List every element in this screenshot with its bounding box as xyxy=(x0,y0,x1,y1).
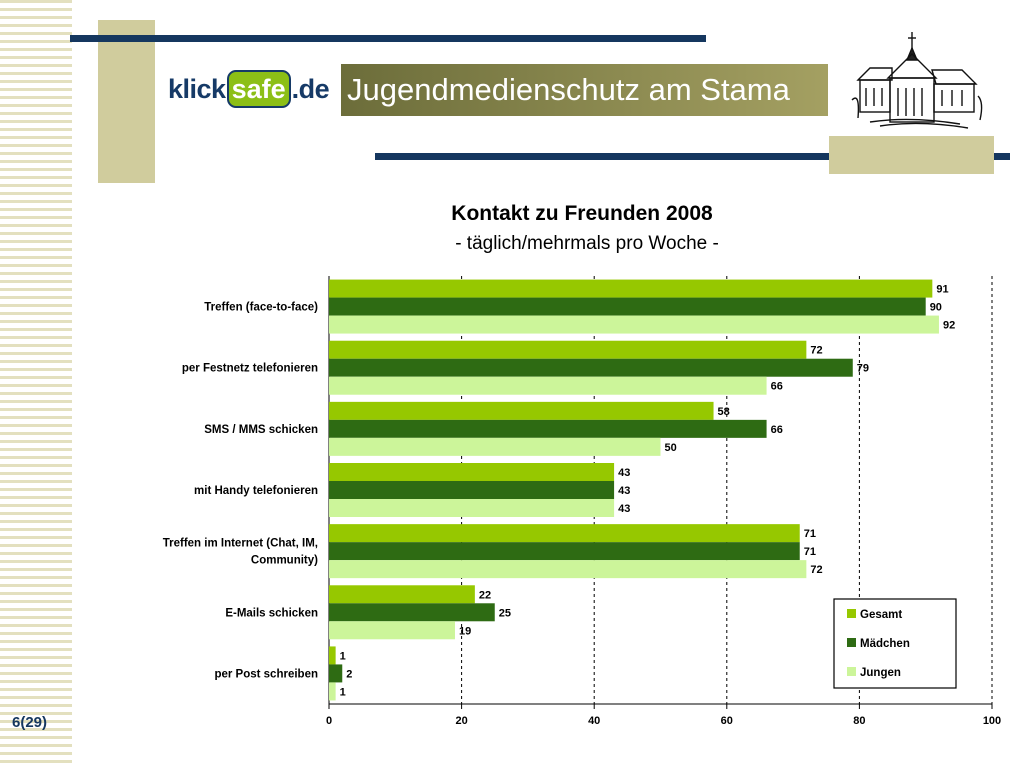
bar xyxy=(329,419,767,438)
category-label: per Festnetz telefonieren xyxy=(182,363,318,375)
x-tick-label: 100 xyxy=(983,715,1001,727)
data-label: 72 xyxy=(810,345,822,357)
data-label: 43 xyxy=(618,467,630,479)
bar xyxy=(329,279,933,298)
data-label: 43 xyxy=(618,503,630,515)
bar xyxy=(329,297,926,316)
data-label: 71 xyxy=(804,528,816,540)
klicksafe-logo: klick safe .de xyxy=(168,62,330,116)
bar xyxy=(329,463,615,481)
data-label: 91 xyxy=(936,284,948,296)
slide-title-box: Jugendmedienschutz am Stama xyxy=(341,64,828,116)
data-label: 90 xyxy=(930,302,942,314)
bar xyxy=(329,481,615,499)
left-stripe-decoration xyxy=(0,0,72,768)
tan-accent-block xyxy=(98,20,155,183)
x-tick-label: 20 xyxy=(455,715,467,727)
bar xyxy=(329,524,800,543)
bar xyxy=(329,664,343,683)
tan-accent-block-right xyxy=(829,136,994,174)
chart-legend: Gesamt Mädchen Jungen xyxy=(833,598,957,689)
category-label: Treffen im Internet (Chat, IM, xyxy=(163,538,318,550)
data-label: 58 xyxy=(718,406,730,418)
data-label: 1 xyxy=(340,686,346,698)
legend-swatch xyxy=(847,609,856,618)
category-label: per Post schreiben xyxy=(214,668,318,680)
data-label: 79 xyxy=(857,363,869,375)
data-label: 50 xyxy=(665,442,677,454)
bar xyxy=(329,437,661,456)
data-label: 2 xyxy=(346,668,352,680)
logo-text-klick: klick xyxy=(168,73,226,104)
legend-label: Mädchen xyxy=(860,638,910,650)
bar xyxy=(329,585,475,604)
top-navy-bar xyxy=(70,35,706,42)
category-label: E-Mails schicken xyxy=(225,607,318,619)
bar xyxy=(329,542,800,561)
data-label: 66 xyxy=(771,381,783,393)
data-label: 71 xyxy=(804,546,816,558)
legend-swatch xyxy=(847,667,856,676)
x-tick-label: 0 xyxy=(326,715,332,727)
bar xyxy=(329,682,336,701)
church-illustration xyxy=(851,32,983,129)
bar xyxy=(329,376,767,395)
logo-text-de: .de xyxy=(291,73,330,104)
x-tick-label: 60 xyxy=(721,715,733,727)
legend-label: Gesamt xyxy=(860,609,902,621)
bar xyxy=(329,358,853,377)
category-label: mit Handy telefonieren xyxy=(194,485,318,497)
bar xyxy=(329,560,807,579)
category-label: Community) xyxy=(251,555,318,567)
bar xyxy=(329,603,495,622)
slide-title: Jugendmedienschutz am Stama xyxy=(347,72,790,107)
bar xyxy=(329,315,939,334)
logo-text-safe: safe xyxy=(226,70,291,108)
x-tick-label: 40 xyxy=(588,715,600,727)
data-label: 66 xyxy=(771,424,783,436)
x-tick-label: 80 xyxy=(853,715,865,727)
data-label: 22 xyxy=(479,589,491,601)
bar xyxy=(329,646,336,665)
bar xyxy=(329,340,807,359)
bar xyxy=(329,401,714,420)
bar xyxy=(329,621,455,640)
legend-swatch xyxy=(847,638,856,647)
data-label: 25 xyxy=(499,607,511,619)
legend-label: Jungen xyxy=(860,667,901,679)
data-label: 1 xyxy=(340,650,346,662)
bottom-navy-bar xyxy=(375,153,1010,160)
data-label: 92 xyxy=(943,320,955,332)
page-number: 6(29) xyxy=(12,714,48,731)
data-label: 43 xyxy=(618,485,630,497)
category-label: SMS / MMS schicken xyxy=(204,424,318,436)
bar xyxy=(329,499,615,517)
data-label: 19 xyxy=(459,625,471,637)
chart-title: Kontakt zu Freunden 2008 xyxy=(451,202,713,225)
chart-bars xyxy=(329,279,939,701)
data-label: 72 xyxy=(810,564,822,576)
chart-subtitle: - täglich/mehrmals pro Woche - xyxy=(455,233,719,254)
category-label: Treffen (face-to-face) xyxy=(204,302,318,314)
